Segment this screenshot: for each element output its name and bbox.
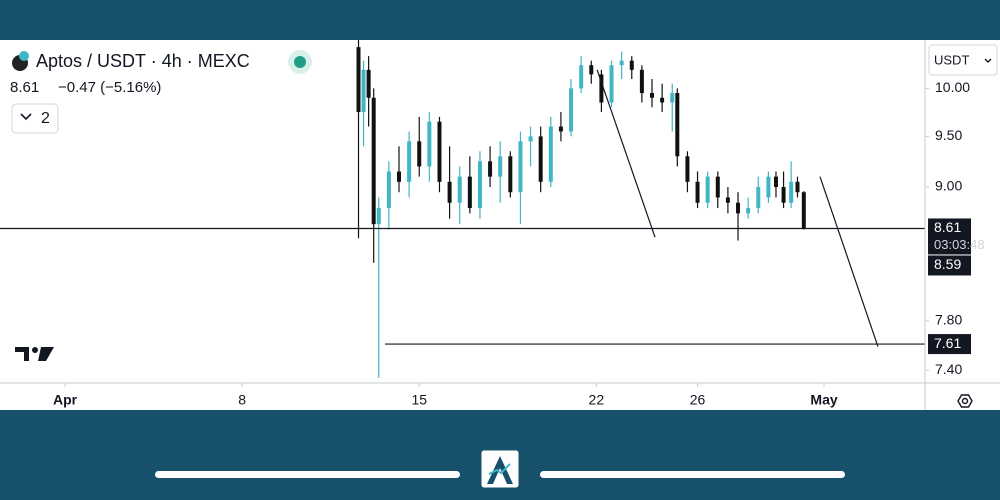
candle-body xyxy=(508,156,513,193)
candle-body xyxy=(789,181,794,203)
x-tick-label: 15 xyxy=(411,392,427,408)
x-tick-label: Apr xyxy=(53,392,78,408)
candle-body xyxy=(371,97,376,225)
candle-body xyxy=(437,121,442,182)
candle-body xyxy=(660,97,665,103)
price-label-box xyxy=(928,255,971,276)
candle-body xyxy=(467,176,472,209)
candle-body xyxy=(488,161,493,177)
x-tick-label: 22 xyxy=(589,392,605,408)
price-label: 7.61 xyxy=(934,335,961,351)
candle-body xyxy=(589,65,594,75)
candle-body xyxy=(447,181,452,203)
settings-icon[interactable] xyxy=(957,394,973,408)
candle-body xyxy=(773,176,778,187)
candle-body xyxy=(579,65,584,89)
candle-body xyxy=(518,141,523,193)
price-label-box xyxy=(928,218,971,255)
footer-logo xyxy=(480,449,520,489)
candle-body xyxy=(498,156,503,177)
currency: USDT xyxy=(934,52,969,67)
footer-bar xyxy=(155,471,460,478)
candle-body xyxy=(725,197,730,203)
candle-body xyxy=(386,171,391,209)
candle-body xyxy=(376,208,381,225)
candle-body xyxy=(356,47,361,113)
trend-line xyxy=(596,69,656,238)
y-tick-label: 7.80 xyxy=(935,312,962,328)
symbol-title: Aptos / USDT · 4h · MEXC xyxy=(36,51,250,71)
indicator-toggle[interactable]: 2 xyxy=(11,103,59,134)
candle-body xyxy=(558,126,563,132)
indicator-count: 2 xyxy=(41,110,50,127)
status-dot xyxy=(294,56,306,68)
brand-logo xyxy=(15,347,54,361)
x-tick-label: 26 xyxy=(690,392,706,408)
y-tick-label: 9.00 xyxy=(935,178,962,194)
candle-body xyxy=(715,176,720,198)
candle-body xyxy=(675,93,680,157)
candle-body xyxy=(609,65,614,103)
candle-body xyxy=(417,141,422,167)
trend-line xyxy=(819,176,879,347)
chart-panel xyxy=(0,40,1000,410)
symbol-icon xyxy=(12,51,29,71)
countdown: 03:03:48 xyxy=(934,237,985,252)
price-label: 8.61 xyxy=(934,219,961,235)
last-price: 8.61 xyxy=(10,79,39,96)
candle-body xyxy=(685,156,690,182)
dropdown-box[interactable] xyxy=(928,44,998,76)
candle-body xyxy=(569,88,574,132)
candle-body xyxy=(746,208,751,214)
candle-body xyxy=(795,181,800,193)
candle-body xyxy=(670,93,675,103)
toggle-box[interactable] xyxy=(11,103,59,134)
plot xyxy=(0,40,925,378)
hexagon[interactable] xyxy=(957,394,973,408)
candle-body xyxy=(396,171,401,182)
candle-body xyxy=(548,126,553,182)
candle-body xyxy=(538,136,543,182)
candle-body xyxy=(528,136,533,142)
candle-body xyxy=(366,69,371,98)
y-tick-label: 9.50 xyxy=(935,127,962,143)
candle-body xyxy=(766,176,771,198)
candle-body xyxy=(361,69,366,113)
price-label: 8.59 xyxy=(934,256,961,272)
price-change: −0.47 (−5.16%) xyxy=(58,79,161,96)
candle-body xyxy=(650,93,655,98)
price-label-box xyxy=(928,334,971,355)
currency-dropdown[interactable]: USDT xyxy=(928,44,998,76)
candle-body xyxy=(477,161,482,209)
candle-body xyxy=(695,181,700,203)
candle-body xyxy=(407,141,412,182)
chevron xyxy=(20,113,32,121)
hexagon-center xyxy=(961,397,969,405)
candle-body xyxy=(781,186,786,203)
candle-body xyxy=(705,176,710,203)
candle-body xyxy=(756,186,761,209)
y-tick-label: 10.00 xyxy=(935,79,970,95)
candle-body xyxy=(629,60,634,70)
candle-body xyxy=(736,202,741,214)
candle-body xyxy=(427,121,432,167)
candle-body xyxy=(801,192,806,229)
chevron xyxy=(984,58,992,63)
candle-body xyxy=(619,60,624,66)
candle-body xyxy=(599,74,604,103)
footer-bar xyxy=(540,471,845,478)
candle-body xyxy=(639,69,644,94)
candle-body xyxy=(457,176,462,203)
y-tick-label: 7.40 xyxy=(935,361,962,377)
x-tick-label: May xyxy=(810,392,837,408)
x-tick-label: 8 xyxy=(238,392,246,408)
